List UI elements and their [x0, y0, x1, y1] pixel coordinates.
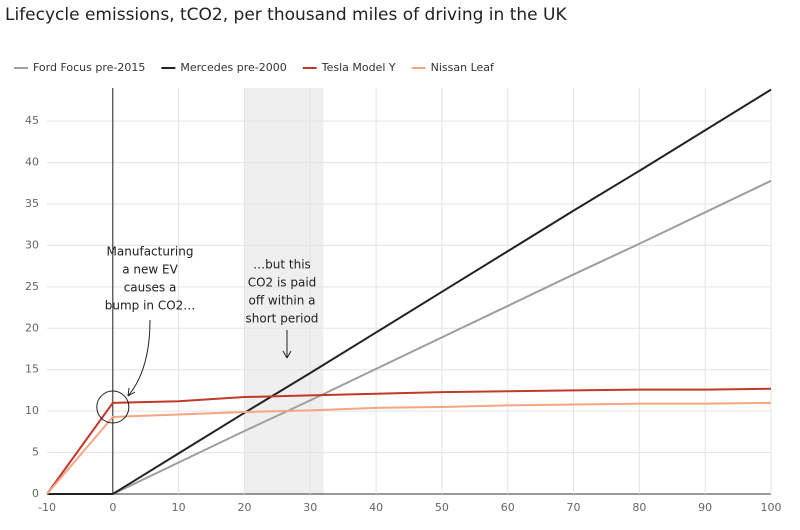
y-tick-label: 40 — [25, 156, 39, 169]
x-tick-label: 10 — [172, 501, 186, 514]
x-tick-label: 40 — [369, 501, 383, 514]
annotation-arrow — [282, 330, 292, 359]
y-tick-label: 30 — [25, 238, 39, 251]
annotation-arrow — [127, 319, 151, 397]
annotation: short period — [246, 312, 319, 326]
y-tick-label: 45 — [25, 114, 39, 127]
y-tick-label: 20 — [25, 321, 39, 334]
annotation: Manufacturing — [107, 245, 194, 259]
annotation: bump in CO2… — [105, 299, 196, 313]
annotation-circle — [96, 390, 130, 424]
highlight-band — [244, 88, 324, 494]
x-tick-label: 90 — [698, 501, 712, 514]
chart-title: Lifecycle emissions, tCO2, per thousand … — [5, 5, 567, 25]
arrow-head — [127, 387, 136, 397]
x-tick-label: 80 — [632, 501, 646, 514]
y-tick-label: 15 — [25, 363, 39, 376]
x-tick-label: 60 — [501, 501, 515, 514]
y-tick-label: 35 — [25, 197, 39, 210]
series-line — [47, 88, 772, 495]
x-tick-label: 30 — [303, 501, 317, 514]
annotation: off within a — [249, 294, 316, 308]
y-tick-label: 0 — [32, 487, 39, 500]
x-tick-label: 70 — [567, 501, 581, 514]
x-tick-label: 50 — [435, 501, 449, 514]
x-tick-label: 100 — [761, 501, 782, 514]
x-tick-label: 0 — [109, 501, 116, 514]
legend-label: Ford Focus pre-2015 — [33, 61, 145, 74]
series-line — [47, 179, 772, 495]
annotation: causes a — [124, 281, 177, 295]
x-tick-label: 20 — [237, 501, 251, 514]
legend-label: Nissan Leaf — [431, 61, 495, 74]
legend-label: Tesla Model Y — [321, 61, 396, 74]
y-tick-label: 10 — [25, 404, 39, 417]
y-tick-label: 25 — [25, 280, 39, 293]
annotation: a new EV — [122, 263, 178, 277]
y-tick-label: 5 — [32, 446, 39, 459]
legend-label: Mercedes pre-2000 — [180, 61, 286, 74]
series-line — [46, 401, 772, 495]
annotation: …but this — [253, 258, 311, 272]
series-line — [46, 387, 772, 495]
x-tick-label: -10 — [38, 501, 56, 514]
annotation: CO2 is paid — [248, 276, 317, 290]
